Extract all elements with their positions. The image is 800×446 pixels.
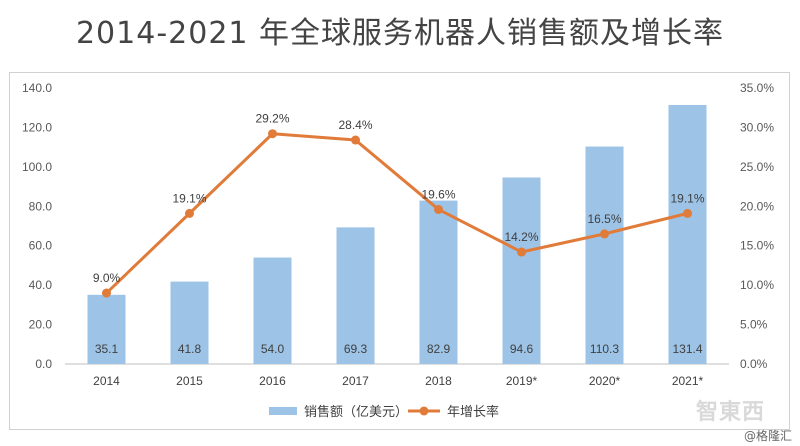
growth-rate-point	[185, 208, 194, 218]
watermark-text: @格隆汇	[743, 429, 792, 443]
y-right-tick-label: 10.0%	[740, 278, 774, 292]
growth-rate-point	[683, 208, 692, 218]
bar	[253, 257, 292, 364]
y-left-tick-label: 40.0	[29, 278, 53, 292]
growth-rate-point	[351, 135, 360, 145]
bar-data-label: 35.1	[95, 342, 119, 356]
y-left-tick-label: 0.0	[35, 357, 52, 371]
growth-rate-point	[517, 247, 526, 257]
x-tick-label: 2016	[259, 374, 286, 388]
bar-data-label: 131.4	[672, 342, 702, 356]
y-left-tick-label: 140.0	[22, 81, 52, 95]
legend-label-sales: 销售额（亿美元）	[304, 404, 408, 420]
x-tick-label: 2018	[425, 374, 452, 388]
growth-rate-point	[268, 129, 277, 139]
y-right-tick-label: 35.0%	[740, 81, 774, 95]
legend-swatch-sales	[269, 407, 297, 415]
bar	[502, 177, 541, 364]
growth-rate-label: 19.1%	[172, 191, 206, 205]
y-left-tick-label: 120.0	[22, 120, 52, 134]
legend-swatch-growth-marker	[419, 406, 429, 416]
bar-data-label: 69.3	[344, 342, 368, 356]
bar	[170, 281, 209, 364]
growth-rate-line	[105, 132, 688, 295]
legend-label-growth: 年增长率	[447, 404, 499, 420]
growth-rate-label: 28.4%	[338, 118, 372, 132]
growth-rate-label: 19.1%	[670, 191, 704, 205]
growth-rate-label: 9.0%	[93, 271, 121, 285]
y-right-tick-label: 5.0%	[740, 318, 768, 332]
bar	[668, 104, 707, 364]
y-right-tick-label: 0.0%	[740, 357, 768, 371]
x-tick-label: 2020*	[589, 374, 621, 388]
x-tick-label: 2015	[176, 374, 203, 388]
growth-rate-point	[600, 229, 609, 239]
y-right-tick-label: 30.0%	[740, 120, 774, 134]
bar-data-label: 41.8	[178, 342, 202, 356]
bar	[336, 227, 375, 364]
y-left-tick-label: 80.0	[29, 199, 53, 213]
y-left-tick-label: 20.0	[29, 318, 53, 332]
bar-data-label: 82.9	[427, 342, 451, 356]
growth-rate-label: 19.6%	[421, 187, 455, 201]
bar	[419, 200, 458, 364]
y-right-tick-label: 20.0%	[740, 199, 774, 213]
y-right-tick-label: 25.0%	[740, 160, 774, 174]
bar-data-label: 110.3	[590, 342, 619, 356]
y-left-tick-label: 100.0	[22, 160, 52, 174]
bar-data-label: 54.0	[261, 342, 285, 356]
growth-rate-label: 14.2%	[504, 230, 538, 244]
x-tick-label: 2021*	[672, 374, 704, 388]
bar-data-label: 94.6	[510, 342, 534, 356]
growth-rate-point	[434, 204, 443, 214]
bar	[87, 294, 126, 364]
growth-rate-label: 29.2%	[255, 112, 289, 126]
bar	[585, 146, 624, 364]
x-tick-label: 2014	[93, 374, 120, 388]
chart-frame	[9, 72, 790, 430]
x-tick-label: 2017	[342, 374, 369, 388]
y-left-tick-label: 60.0	[29, 239, 53, 253]
chart-title: 2014-2021 年全球服务机器人销售额及增长率	[75, 16, 725, 51]
y-right-tick-label: 15.0%	[740, 239, 774, 253]
x-tick-label: 2019*	[506, 374, 538, 388]
growth-rate-label: 16.5%	[587, 212, 621, 226]
watermark-logo: 智東西	[696, 400, 766, 425]
growth-rate-point	[102, 288, 111, 298]
